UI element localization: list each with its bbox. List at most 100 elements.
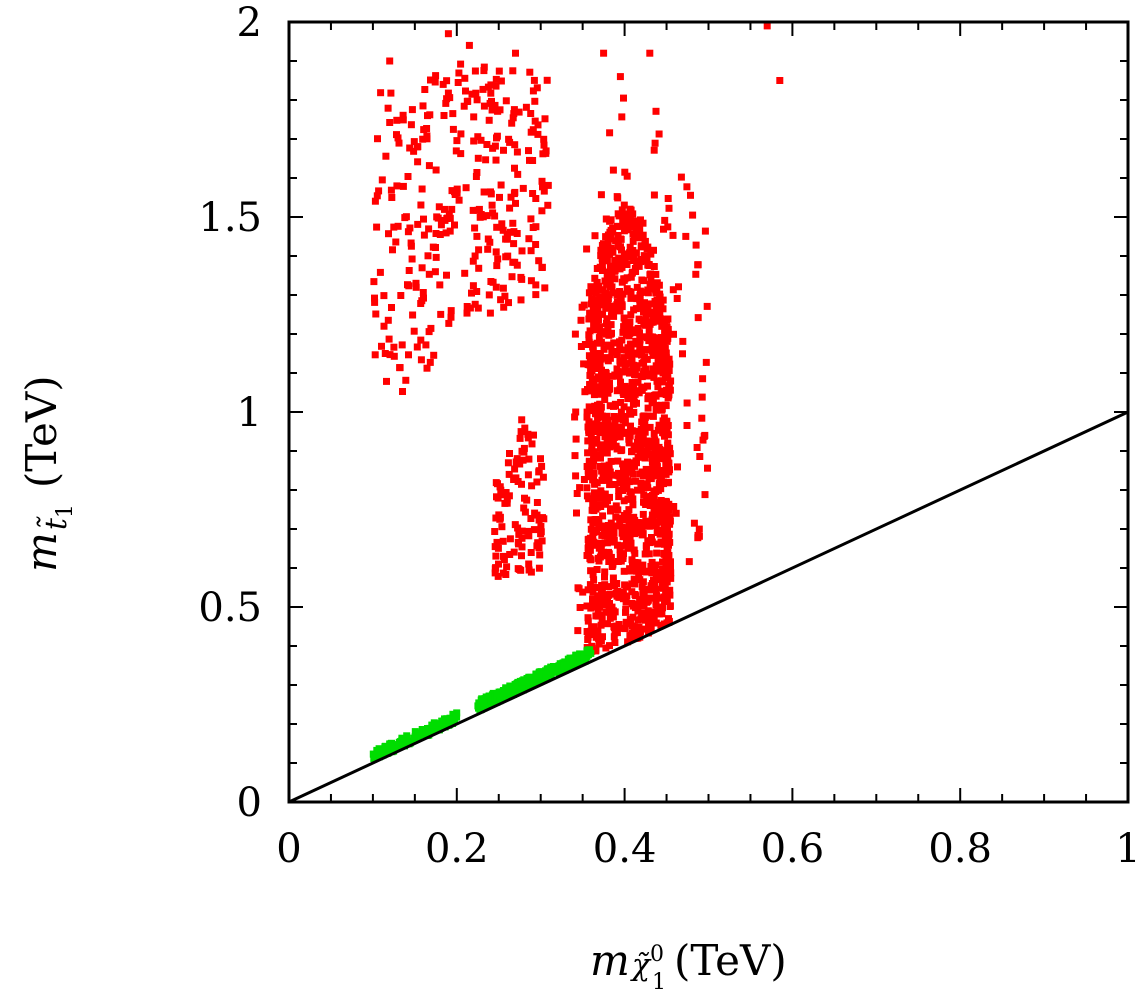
red-data-point — [487, 89, 495, 97]
red-data-point — [621, 529, 629, 537]
red-data-point — [701, 227, 709, 235]
red-data-point — [540, 141, 548, 149]
red-data-point — [480, 67, 488, 75]
red-data-point — [616, 546, 624, 554]
red-data-point — [616, 265, 624, 273]
red-data-point — [611, 258, 619, 266]
red-data-point — [631, 604, 639, 612]
red-data-point — [537, 455, 544, 463]
red-data-point — [621, 479, 629, 487]
red-data-point — [601, 573, 608, 581]
red-data-point — [639, 468, 647, 476]
red-data-point — [524, 430, 532, 438]
red-data-point — [644, 382, 651, 390]
red-data-point — [497, 181, 505, 189]
red-data-point — [572, 408, 580, 416]
red-data-point — [629, 251, 637, 259]
red-data-point — [493, 223, 501, 231]
red-data-point — [587, 534, 594, 542]
red-data-point — [592, 387, 600, 395]
red-data-point — [601, 291, 609, 299]
red-data-point — [417, 201, 425, 209]
red-data-point — [616, 288, 624, 295]
red-data-point — [486, 309, 494, 317]
red-data-point — [618, 303, 626, 311]
red-data-point — [407, 121, 415, 129]
red-data-point — [621, 319, 629, 326]
red-data-point — [623, 210, 631, 218]
red-data-point — [599, 593, 607, 601]
red-data-point — [543, 76, 551, 84]
red-data-point — [535, 468, 543, 476]
red-data-point — [607, 553, 615, 561]
red-data-point — [608, 372, 616, 380]
red-data-point — [434, 214, 442, 222]
red-data-point — [672, 509, 680, 517]
red-data-point — [693, 444, 701, 451]
red-data-point — [527, 128, 535, 136]
red-data-point — [645, 550, 653, 558]
red-data-point — [664, 223, 672, 231]
red-data-point — [599, 286, 607, 294]
red-data-point — [424, 252, 432, 260]
red-data-point — [634, 324, 642, 332]
red-data-point — [383, 377, 390, 385]
red-data-point — [615, 469, 622, 477]
red-data-point — [405, 351, 412, 359]
red-data-point — [626, 567, 634, 575]
red-data-point — [623, 261, 631, 268]
red-data-point — [425, 270, 433, 278]
red-data-point — [593, 324, 601, 332]
red-data-point — [666, 360, 674, 368]
red-data-point — [659, 467, 667, 474]
red-data-point — [645, 443, 652, 451]
red-data-point — [620, 227, 628, 235]
red-data-point — [618, 446, 626, 454]
red-data-point — [669, 231, 677, 239]
red-data-point — [500, 552, 507, 560]
red-data-point — [584, 544, 592, 552]
red-data-point — [625, 391, 633, 399]
red-data-point — [497, 77, 505, 85]
red-data-point — [594, 596, 602, 604]
red-data-point — [581, 341, 589, 348]
red-data-point — [626, 406, 634, 414]
red-data-point — [614, 368, 622, 376]
red-data-point — [519, 184, 527, 192]
red-data-point — [590, 528, 598, 536]
red-data-point — [615, 593, 623, 601]
red-data-point — [621, 413, 629, 420]
red-data-point — [387, 89, 395, 97]
red-data-point — [653, 284, 661, 292]
red-data-point — [661, 216, 669, 224]
red-data-point — [384, 316, 392, 324]
red-data-point — [647, 624, 655, 632]
red-data-point — [527, 549, 535, 556]
red-data-point — [623, 172, 631, 180]
red-data-point — [646, 468, 654, 476]
red-data-point — [641, 237, 649, 245]
red-data-point — [649, 315, 657, 323]
red-data-point — [399, 182, 407, 190]
green-data-point — [442, 717, 450, 725]
red-data-point — [585, 495, 593, 503]
red-data-point — [648, 558, 656, 566]
red-data-point — [656, 346, 664, 354]
red-data-point — [628, 326, 635, 334]
red-data-point — [619, 552, 626, 560]
red-data-point — [540, 135, 548, 143]
red-data-point — [398, 341, 406, 349]
red-data-point — [590, 451, 598, 459]
red-data-point — [606, 600, 613, 607]
green-data-point — [427, 727, 435, 735]
red-data-point — [630, 217, 638, 225]
red-data-point — [699, 375, 707, 383]
red-data-point — [510, 110, 518, 118]
red-data-point — [442, 229, 450, 237]
red-data-point — [627, 273, 635, 281]
red-data-point — [597, 355, 605, 363]
red-data-point — [626, 432, 634, 440]
red-data-point — [660, 593, 668, 601]
red-data-point — [654, 540, 662, 548]
red-data-point — [518, 247, 526, 255]
